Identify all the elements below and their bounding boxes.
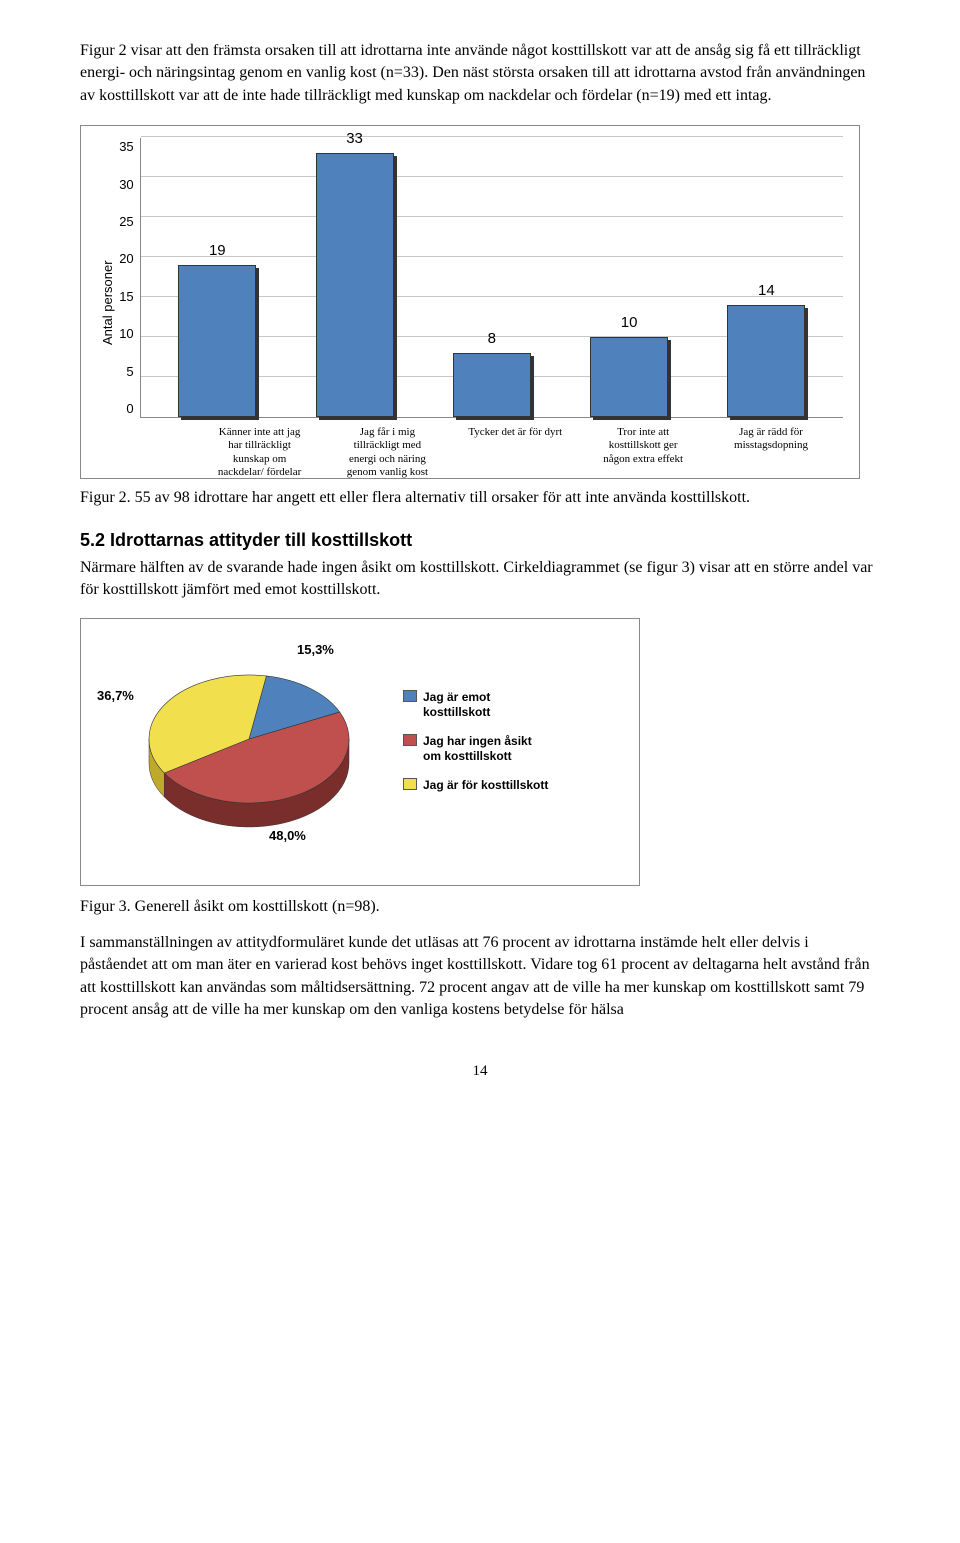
bar-chart-figure-2: Antal personer 35302520151050 193381014 … — [80, 125, 860, 479]
bar: 19 — [167, 240, 267, 417]
pie-percent-label: 15,3% — [297, 641, 334, 659]
legend-swatch — [403, 778, 417, 790]
legend-swatch — [403, 734, 417, 746]
x-axis-category: Jag är rädd för misstagsdopning — [721, 426, 821, 479]
figure-2-caption: Figur 2. 55 av 98 idrottare har angett e… — [80, 487, 880, 509]
x-axis-category: Tror inte att kosttillskott ger någon ex… — [593, 426, 693, 479]
y-axis-label: Antal personer — [97, 138, 119, 468]
legend-item: Jag har ingen åsikt om kosttillskott — [403, 734, 553, 764]
y-tick: 5 — [126, 363, 133, 381]
x-axis-category: Jag får i mig tillräckligt med energi oc… — [337, 426, 437, 479]
bar-plot-area: 193381014 — [140, 138, 843, 418]
y-axis-ticks: 35 30 25 20 15 10 5 0 — [119, 138, 139, 418]
pie-chart-figure-3: 15,3% 48,0% 36,7% Jag är emot kosttillskot… — [80, 618, 640, 886]
bar: 8 — [442, 328, 542, 417]
y-tick: 15 — [119, 288, 133, 306]
bar: 33 — [305, 128, 405, 417]
legend-label: Jag är emot kosttillskott — [423, 690, 553, 720]
pie-legend: Jag är emot kosttillskott Jag har ingen å… — [403, 690, 553, 807]
section-5-2-paragraph: Närmare hälften av de svarande hade inge… — [80, 557, 880, 602]
pie-percent-label: 36,7% — [97, 687, 134, 705]
legend-label: Jag har ingen åsikt om kosttillskott — [423, 734, 553, 764]
legend-item: Jag är för kosttillskott — [403, 778, 553, 793]
x-axis-labels: Känner inte att jag har tillräckligt kun… — [188, 418, 843, 479]
bar: 14 — [716, 280, 816, 417]
intro-paragraph: Figur 2 visar att den främsta orsaken ti… — [80, 40, 880, 107]
y-tick: 25 — [119, 213, 133, 231]
y-tick: 20 — [119, 250, 133, 268]
bar-value-label: 8 — [488, 328, 496, 349]
section-5-2-heading: 5.2 Idrottarnas attityder till kosttills… — [80, 528, 880, 553]
x-axis-category: Tycker det är för dyrt — [465, 426, 565, 479]
y-tick: 0 — [126, 400, 133, 418]
bar-value-label: 19 — [209, 240, 226, 261]
y-tick: 10 — [119, 325, 133, 343]
closing-paragraph: I sammanställningen av attitydformuläret… — [80, 932, 880, 1022]
bar-value-label: 33 — [346, 128, 363, 149]
legend-swatch — [403, 690, 417, 702]
y-tick: 30 — [119, 176, 133, 194]
page-number: 14 — [80, 1061, 880, 1082]
y-tick: 35 — [119, 138, 133, 156]
bar-value-label: 14 — [758, 280, 775, 301]
figure-3-caption: Figur 3. Generell åsikt om kosttillskott… — [80, 896, 880, 918]
bar-value-label: 10 — [621, 312, 638, 333]
pie-chart: 15,3% 48,0% 36,7% — [99, 639, 379, 859]
pie-percent-label: 48,0% — [269, 827, 306, 845]
legend-item: Jag är emot kosttillskott — [403, 690, 553, 720]
legend-label: Jag är för kosttillskott — [423, 778, 548, 793]
bar: 10 — [579, 312, 679, 417]
x-axis-category: Känner inte att jag har tillräckligt kun… — [210, 426, 310, 479]
